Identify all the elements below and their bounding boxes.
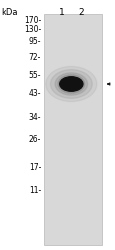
- Text: 11-: 11-: [29, 186, 41, 195]
- Text: 26-: 26-: [29, 135, 41, 144]
- Text: 34-: 34-: [28, 112, 41, 122]
- Text: 1: 1: [59, 8, 64, 17]
- Text: 72-: 72-: [29, 52, 41, 62]
- Ellipse shape: [45, 66, 96, 102]
- Text: 95-: 95-: [28, 38, 41, 46]
- Text: 170-: 170-: [24, 16, 41, 25]
- Bar: [44, 14, 101, 245]
- Ellipse shape: [50, 70, 91, 98]
- Text: 17-: 17-: [29, 164, 41, 172]
- Text: kDa: kDa: [1, 8, 17, 17]
- Text: 43-: 43-: [28, 88, 41, 98]
- Ellipse shape: [58, 75, 84, 93]
- Ellipse shape: [59, 77, 82, 91]
- Text: 130-: 130-: [24, 25, 41, 34]
- Text: 2: 2: [78, 8, 83, 17]
- Ellipse shape: [55, 73, 87, 95]
- Text: 55-: 55-: [28, 70, 41, 80]
